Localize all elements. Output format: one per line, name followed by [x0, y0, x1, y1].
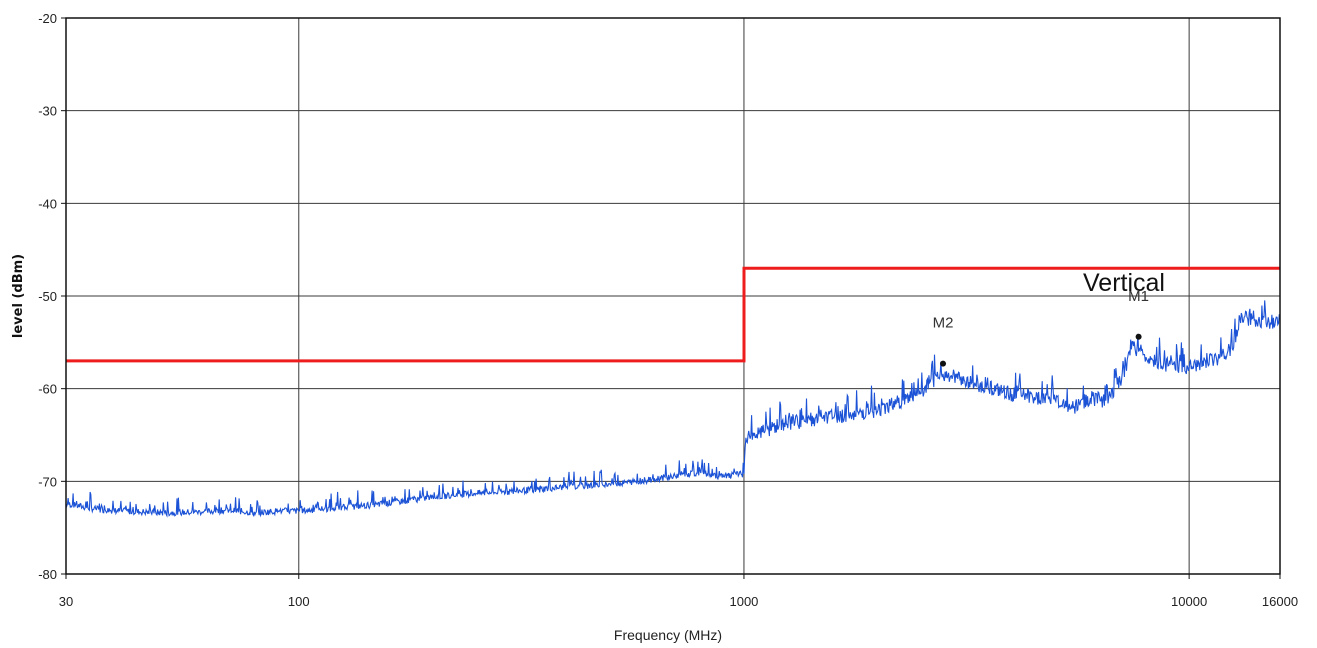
limit-line [66, 266, 1280, 363]
series-layer [65, 266, 1281, 518]
measured-level-trace [65, 300, 1281, 518]
x-axis-title: Frequency (MHz) [614, 627, 722, 643]
x-tick-label: 10000 [1171, 594, 1207, 609]
y-tick-label: -60 [38, 382, 57, 397]
x-tick-label: 100 [288, 594, 310, 609]
marker-point-m1 [1135, 333, 1142, 340]
x-tick-label: 30 [59, 594, 73, 609]
annotation-vertical: Vertical [1083, 269, 1165, 297]
y-tick-label: -50 [38, 289, 57, 304]
marker-label-m2: M2 [933, 315, 954, 332]
y-tick-label: -40 [38, 196, 57, 211]
y-tick-label: -70 [38, 474, 57, 489]
marker-point-m2 [940, 360, 947, 367]
markers-layer: M2 M1 [933, 288, 1149, 367]
x-tick-label: 1000 [729, 594, 758, 609]
x-tick-label: 16000 [1262, 594, 1298, 609]
y-tick-label: -20 [38, 11, 57, 26]
y-tick-label: -80 [38, 567, 57, 582]
marker-label-m1: M1 [1128, 288, 1149, 305]
y-axis-title: level (dBm) [11, 254, 26, 338]
y-tick-label: -30 [38, 104, 57, 119]
